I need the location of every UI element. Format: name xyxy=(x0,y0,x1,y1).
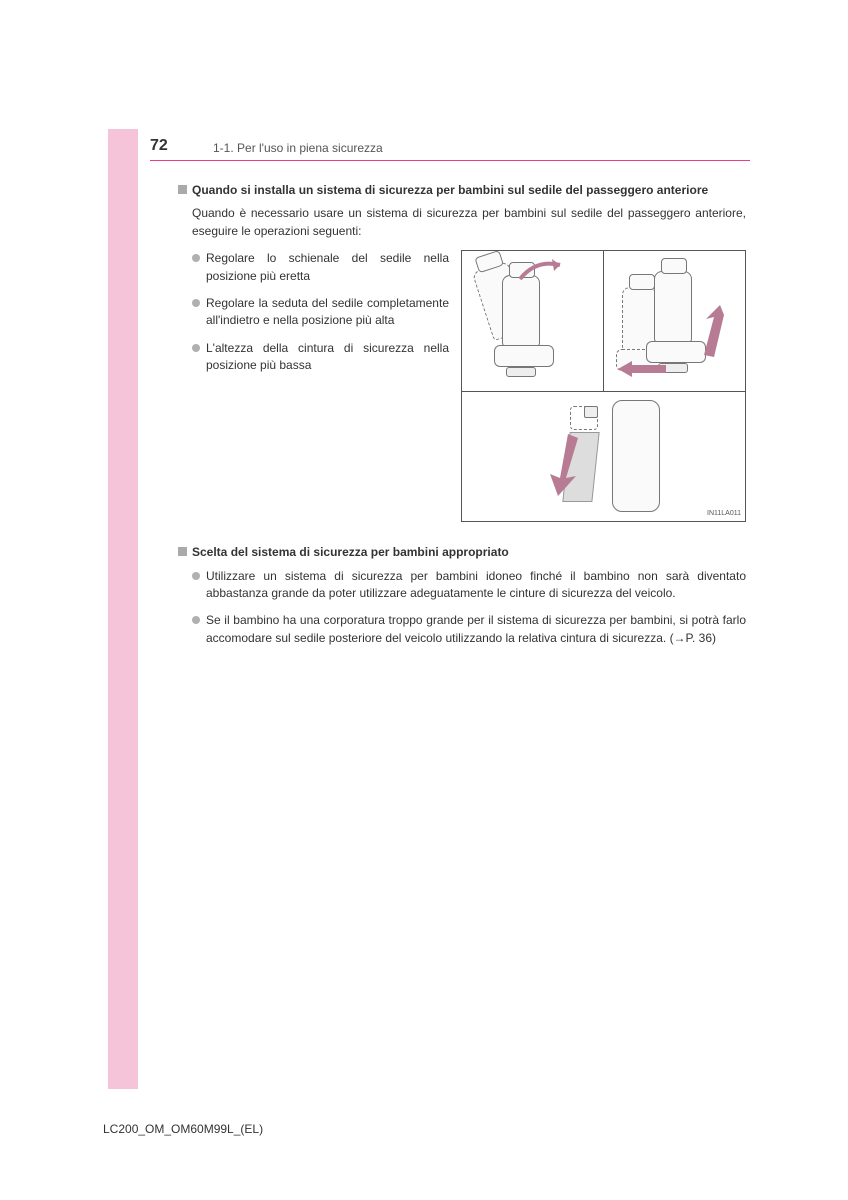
bullet-text: Regolare lo schienale del sedile nella p… xyxy=(206,250,449,285)
list-item: Utilizzare un sistema di sicurezza per b… xyxy=(192,568,746,603)
section1-intro: Quando è necessario usare un sistema di … xyxy=(192,205,746,240)
bullet-text: Utilizzare un sistema di sicurezza per b… xyxy=(206,568,746,603)
footer-doc-code: LC200_OM_OM60M99L_(EL) xyxy=(103,1122,263,1136)
arrow-slide-back-icon xyxy=(618,359,668,379)
section1-bullets: Regolare lo schienale del sedile nella p… xyxy=(178,250,449,374)
content-area: Quando si installa un sistema di sicurez… xyxy=(178,182,746,647)
circle-bullet-icon xyxy=(192,616,200,624)
circle-bullet-icon xyxy=(192,299,200,307)
list-item: Regolare la seduta del sedile completame… xyxy=(192,295,449,330)
bullet-text: L'altezza della cintura di sicurezza nel… xyxy=(206,340,449,375)
section-path: 1-1. Per l'uso in piena sicurezza xyxy=(213,141,383,155)
header-rule xyxy=(150,160,750,161)
bullet-text: Regolare la seduta del sedile completame… xyxy=(206,295,449,330)
circle-bullet-icon xyxy=(192,344,200,352)
page-number: 72 xyxy=(150,137,168,155)
list-item: Regolare lo schienale del sedile nella p… xyxy=(192,250,449,285)
figure-panel-backrest xyxy=(462,251,603,391)
circle-bullet-icon xyxy=(192,572,200,580)
list-item: L'altezza della cintura di sicurezza nel… xyxy=(192,340,449,375)
square-bullet-icon xyxy=(178,547,187,556)
section1-heading-text: Quando si installa un sistema di sicurez… xyxy=(192,183,708,197)
arrow-belt-down-icon xyxy=(548,434,582,496)
circle-bullet-icon xyxy=(192,254,200,262)
square-bullet-icon xyxy=(178,185,187,194)
bullet-text: Se il bambino ha una corporatura troppo … xyxy=(206,612,746,647)
section1-two-col: Regolare lo schienale del sedile nella p… xyxy=(178,250,746,522)
section1-heading: Quando si installa un sistema di sicurez… xyxy=(178,182,746,199)
figure-panel-slide xyxy=(603,251,745,391)
section2-heading: Scelta del sistema di sicurezza per bamb… xyxy=(178,544,746,561)
figure-top-row xyxy=(462,251,745,391)
section2-heading-text: Scelta del sistema di sicurezza per bamb… xyxy=(192,545,509,559)
figure-panel-belt: IN11LA011 xyxy=(462,391,745,521)
seat-adjust-figure: IN11LA011 xyxy=(461,250,746,522)
arrow-raise-icon xyxy=(702,305,726,361)
sidebar-tab xyxy=(108,129,138,1089)
figure-code: IN11LA011 xyxy=(707,509,741,519)
arrow-backrest-icon xyxy=(516,257,566,287)
page: 72 1-1. Per l'uso in piena sicurezza Qua… xyxy=(0,0,848,1200)
list-item: Se il bambino ha una corporatura troppo … xyxy=(192,612,746,647)
